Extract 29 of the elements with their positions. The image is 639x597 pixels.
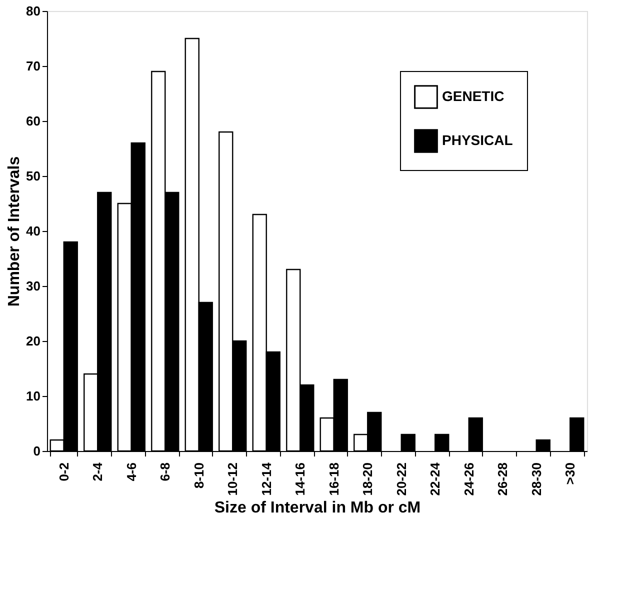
x-tick-label: 22-24 — [428, 462, 443, 496]
x-tick-label: 2-4 — [90, 462, 106, 482]
legend-label: PHYSICAL — [442, 132, 514, 148]
y-axis-title: Number of Intervals — [6, 156, 24, 307]
x-tick-label: 26-28 — [495, 462, 510, 496]
y-tick-label: 30 — [26, 278, 40, 294]
y-tick-label: 70 — [26, 58, 40, 74]
y-tick-label: 20 — [26, 334, 40, 348]
x-axis-title: Size of Interval in Mb or cM — [214, 500, 421, 517]
x-tick-label: 4-6 — [124, 462, 139, 482]
x-tick-label: 20-22 — [394, 462, 409, 496]
y-tick-label: 0 — [33, 444, 40, 458]
x-tick-label: 24-26 — [461, 462, 476, 496]
x-tick-label: 14-16 — [292, 462, 308, 496]
y-tick-label: 50 — [26, 168, 40, 184]
x-tick-label: 10-12 — [225, 462, 240, 496]
x-tick-label: 16-18 — [326, 462, 342, 496]
x-tick-label: 18-20 — [360, 462, 376, 496]
x-tick-label: 0-2 — [56, 462, 72, 482]
x-tick-label: 6-8 — [158, 462, 173, 482]
legend-label: GENETIC — [442, 88, 504, 104]
x-tick-label: 28-30 — [528, 462, 544, 496]
y-tick-label: 80 — [26, 4, 40, 18]
x-tick-label: 8-10 — [191, 462, 206, 489]
x-tick-label: >30 — [562, 462, 578, 485]
y-tick-label: 60 — [26, 114, 40, 128]
x-tick-label: 12-14 — [258, 462, 274, 496]
y-tick-label: 40 — [26, 224, 40, 238]
y-tick-label: 10 — [26, 388, 40, 404]
